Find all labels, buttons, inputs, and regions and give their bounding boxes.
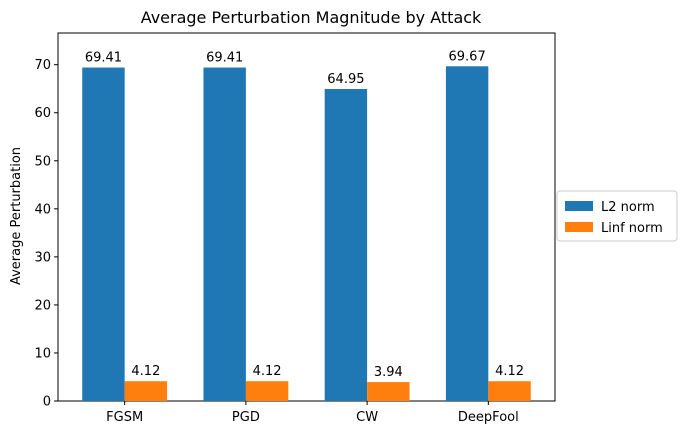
- bar-linf: [488, 381, 531, 401]
- legend-label: L2 norm: [601, 200, 655, 215]
- bar-l2: [445, 66, 489, 401]
- bar-linf: [245, 381, 289, 401]
- y-tick-label: 30: [34, 250, 51, 265]
- plot-frame: [57, 32, 556, 402]
- y-tick-label: 10: [34, 346, 51, 361]
- bar-value-label: 4.12: [253, 364, 282, 379]
- bar-value-label: 69.67: [449, 49, 486, 64]
- y-axis-title: Average Perturbation: [9, 147, 24, 285]
- y-tick-label: 20: [34, 298, 51, 313]
- bar-value-label: 3.94: [374, 365, 403, 380]
- x-tick-label: DeepFool: [458, 410, 519, 425]
- legend-swatch: [565, 222, 593, 232]
- bar-l2: [324, 88, 368, 402]
- legend-swatch: [565, 201, 593, 211]
- y-tick-label: 0: [43, 395, 51, 410]
- legend-label: Linf norm: [601, 221, 663, 236]
- x-tick-label: PGD: [232, 410, 260, 425]
- bar-value-label: 69.41: [85, 51, 122, 66]
- y-tick-label: 60: [34, 106, 51, 121]
- y-axis: 0 10 20 30 40 50 60 70: [34, 58, 58, 410]
- bar-value-label: 4.12: [495, 364, 524, 379]
- bar-l2: [82, 67, 125, 401]
- y-tick-label: 40: [34, 202, 51, 217]
- y-tick-label: 70: [34, 58, 51, 73]
- bar-value-label: 4.12: [131, 364, 160, 379]
- bars-group: [82, 66, 531, 402]
- x-axis: FGSM PGD CW DeepFool: [106, 401, 519, 425]
- bar-value-label: 69.41: [206, 51, 243, 66]
- legend: L2 norm Linf norm: [556, 190, 678, 242]
- x-tick-label: FGSM: [106, 410, 143, 425]
- bar-value-label: 64.95: [327, 72, 364, 87]
- x-tick-label: CW: [356, 410, 378, 425]
- bar-linf: [367, 382, 410, 401]
- chart-title: Average Perturbation Magnitude by Attack: [141, 8, 482, 27]
- bar-l2: [203, 67, 246, 401]
- y-tick-label: 50: [34, 154, 51, 169]
- bar-linf: [124, 381, 168, 401]
- data-labels-group: 69.41 69.41 64.95 69.67 4.12 4.12 3.94 4.12: [85, 49, 524, 380]
